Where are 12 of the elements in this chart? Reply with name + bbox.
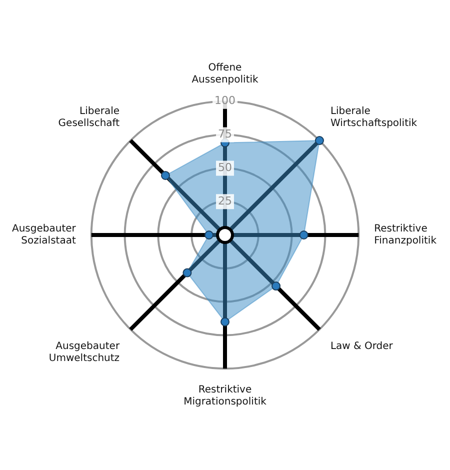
y-tick-label: 50 bbox=[218, 161, 232, 174]
y-tick-label: 25 bbox=[218, 194, 232, 208]
spoke-label: Law & Order bbox=[330, 341, 394, 352]
spoke-label: Ausgebauter Umweltschutz bbox=[48, 341, 120, 364]
y-tick-label: 75 bbox=[218, 128, 232, 141]
spoke-label: Liberale Wirtschaftspolitik bbox=[330, 106, 418, 130]
spoke-label: Offene Aussenpolitik bbox=[192, 62, 259, 86]
y-tick-label: 100 bbox=[214, 94, 236, 108]
spoke-label: Liberale Gesellschaft bbox=[58, 106, 120, 130]
spoke-label: Restriktive Finanzpolitik bbox=[374, 224, 437, 247]
spoke-label: Restriktive Migrationspolitik bbox=[184, 384, 267, 408]
spoke-label: Ausgebauter Sozialstaat bbox=[12, 224, 77, 247]
